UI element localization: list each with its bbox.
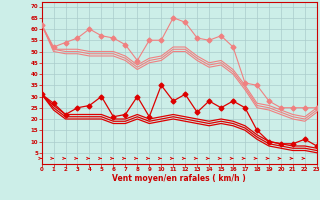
X-axis label: Vent moyen/en rafales ( km/h ): Vent moyen/en rafales ( km/h ) <box>112 174 246 183</box>
